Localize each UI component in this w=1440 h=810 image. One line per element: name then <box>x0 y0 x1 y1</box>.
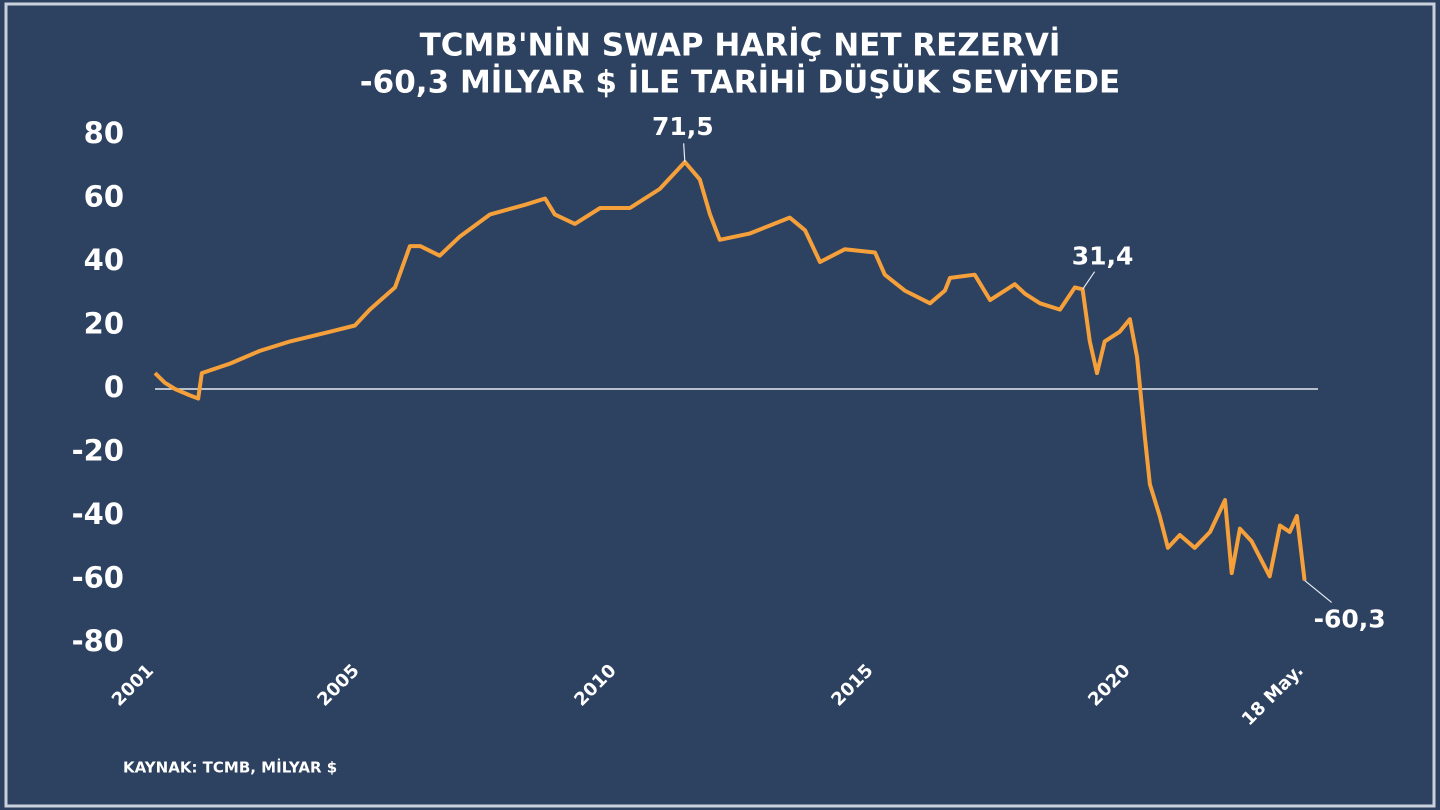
data-label: 31,4 <box>1072 241 1134 270</box>
y-tick-label: -40 <box>72 497 124 531</box>
label-leader <box>1304 579 1333 603</box>
y-tick-label: 20 <box>84 307 124 341</box>
y-tick-label: -20 <box>72 434 124 468</box>
frame <box>4 2 1436 808</box>
y-tick-label: 0 <box>104 370 124 404</box>
data-label: 71,5 <box>652 112 714 141</box>
chart-title: TCMB'NİN SWAP HARİÇ NET REZERVİ <box>420 28 1061 64</box>
data-label: -60,3 <box>1314 604 1386 633</box>
label-leader <box>683 143 686 163</box>
chart-title: -60,3 MİLYAR $ İLE TARİHİ DÜŞÜK SEVİYEDE <box>360 64 1120 101</box>
source-note: KAYNAK: TCMB, MİLYAR $ <box>123 758 337 777</box>
label-leader <box>1082 271 1096 290</box>
y-tick-label: 80 <box>84 116 124 150</box>
data-line <box>153 160 1307 581</box>
y-tick-label: -60 <box>72 561 124 595</box>
y-tick-label: -80 <box>72 624 124 658</box>
y-tick-label: 40 <box>84 243 124 277</box>
y-tick-label: 60 <box>84 180 124 214</box>
